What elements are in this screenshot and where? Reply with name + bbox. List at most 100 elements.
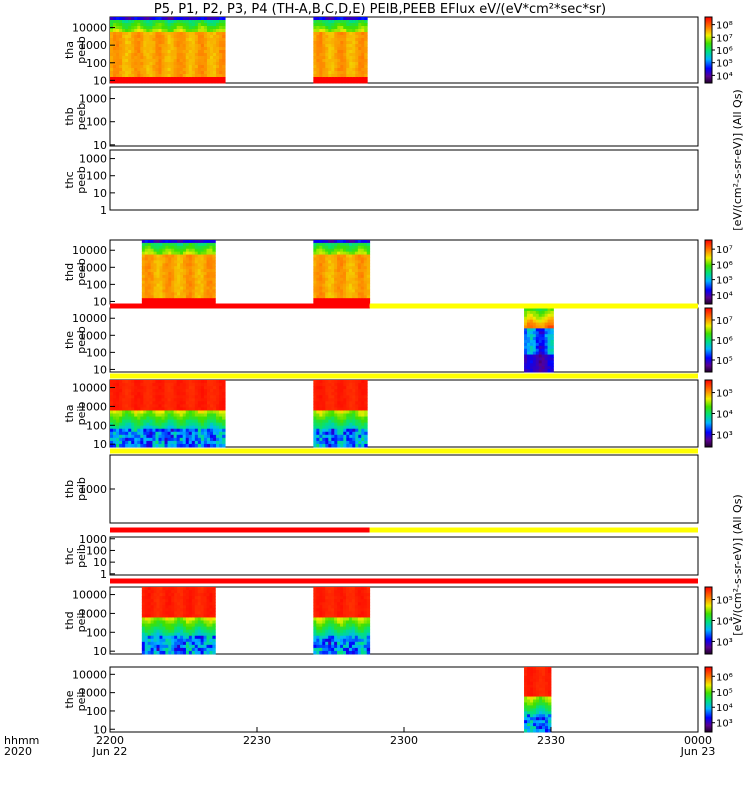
spectrogram-cell bbox=[328, 623, 332, 627]
spectrogram-cell bbox=[183, 257, 187, 261]
spectrogram-cell bbox=[194, 599, 199, 603]
spectrogram-cell bbox=[209, 260, 213, 264]
spectrogram-cell bbox=[191, 240, 196, 244]
spectrogram-cell bbox=[161, 434, 165, 439]
spectrogram-cell bbox=[337, 428, 341, 433]
spectrogram-cell bbox=[524, 717, 528, 721]
spectrogram-cell bbox=[340, 641, 344, 646]
spectrogram-cell bbox=[197, 280, 202, 285]
spectrogram-cell bbox=[197, 398, 202, 402]
spectrogram-cell bbox=[364, 383, 368, 387]
spectrogram-cell bbox=[113, 434, 117, 439]
spectrogram-cell bbox=[185, 68, 190, 72]
spectrogram-cell bbox=[209, 35, 214, 39]
spectrogram-cell bbox=[355, 65, 359, 69]
spectrogram-cell bbox=[158, 26, 162, 30]
spectrogram-cell bbox=[155, 29, 159, 33]
spectrogram-cell bbox=[343, 263, 347, 267]
spectrogram-cell bbox=[212, 301, 216, 305]
spectrogram-cell bbox=[541, 331, 546, 335]
spectrogram-cell bbox=[176, 440, 181, 445]
spectrogram-cell bbox=[337, 599, 341, 603]
spectrogram-cell bbox=[328, 596, 332, 600]
spectrogram-cell bbox=[331, 641, 335, 646]
spectrogram-cell bbox=[156, 623, 160, 627]
spectrogram-cell bbox=[343, 587, 347, 591]
spectrogram-cell bbox=[349, 47, 353, 51]
spectrogram-cell bbox=[360, 292, 365, 296]
spectrogram-cell bbox=[143, 383, 147, 387]
spectrogram-cell bbox=[173, 59, 178, 63]
spectrogram-cell bbox=[206, 404, 211, 408]
spectrogram-cell bbox=[340, 248, 344, 253]
spectrogram-cell bbox=[188, 419, 193, 424]
spectrogram-cell bbox=[352, 413, 356, 417]
spectrogram-cell bbox=[545, 717, 549, 721]
spectrogram-cell bbox=[550, 310, 554, 315]
spectrogram-cell bbox=[345, 245, 350, 250]
spectrogram-cell bbox=[348, 623, 353, 627]
spectrogram-cell bbox=[173, 440, 178, 445]
spectrogram-cell bbox=[147, 596, 152, 600]
spectrogram-cell bbox=[216, 65, 220, 69]
spectrogram-cell bbox=[340, 17, 344, 21]
spectrogram-cell bbox=[219, 17, 223, 21]
spectrogram-cell bbox=[222, 65, 226, 69]
spectrogram-cell bbox=[334, 383, 338, 387]
spectrogram-cell bbox=[547, 319, 551, 323]
spectrogram-cell bbox=[164, 434, 168, 439]
spectrogram-cell bbox=[144, 614, 149, 618]
spectrogram-cell bbox=[182, 59, 187, 63]
spectrogram-cell bbox=[213, 437, 217, 442]
spectrogram-cell bbox=[144, 626, 149, 631]
spectrogram-cell bbox=[346, 56, 350, 60]
spectrogram-cell bbox=[213, 74, 217, 78]
spectrogram-cell bbox=[319, 274, 323, 279]
spectrogram-cell bbox=[548, 684, 552, 689]
spectrogram-cell bbox=[539, 726, 543, 730]
spectrogram-cell bbox=[547, 322, 551, 326]
spectrogram-cell bbox=[150, 242, 155, 247]
spectrogram-cell bbox=[194, 269, 199, 273]
spectrogram-cell bbox=[542, 717, 546, 721]
spectrogram-cell bbox=[113, 71, 117, 75]
spectrogram-cell bbox=[357, 277, 362, 282]
spectrogram-cell bbox=[170, 401, 175, 405]
spectrogram-cell bbox=[203, 53, 208, 57]
spectrogram-cell bbox=[340, 23, 344, 27]
spectrogram-cell bbox=[316, 292, 320, 296]
spectrogram-cell bbox=[147, 620, 152, 624]
spectrogram-cell bbox=[364, 434, 368, 439]
spectrogram-cell bbox=[334, 626, 338, 631]
spectrogram-cell bbox=[194, 266, 199, 270]
spectrogram-cell bbox=[173, 56, 178, 60]
spectrogram-cell bbox=[334, 623, 338, 627]
spectrogram-cell bbox=[155, 380, 159, 384]
spectrogram-cell bbox=[219, 437, 223, 442]
spectrogram-cell bbox=[355, 440, 359, 445]
spectrogram-cell bbox=[125, 404, 129, 408]
spectrogram-cell bbox=[143, 434, 147, 439]
spectrogram-cell bbox=[345, 295, 350, 299]
spectrogram-cell bbox=[313, 23, 317, 27]
spectrogram-cell bbox=[162, 295, 166, 299]
spectrogram-cell bbox=[134, 71, 138, 75]
spectrogram-cell bbox=[174, 295, 178, 299]
spectrogram-cell bbox=[167, 41, 172, 45]
spectrogram-cell bbox=[538, 348, 543, 353]
spectrogram-cell bbox=[209, 301, 213, 305]
spectrogram-cell bbox=[331, 647, 335, 652]
spectrogram-cell bbox=[209, 389, 214, 393]
spectrogram-cell bbox=[316, 47, 320, 51]
spectrogram-cell bbox=[144, 587, 149, 591]
spectrogram-cell bbox=[168, 248, 172, 253]
spectrogram-cell bbox=[325, 425, 329, 430]
spectrogram-cell bbox=[351, 295, 356, 299]
spectrogram-cell bbox=[176, 47, 181, 51]
spectrogram-cell bbox=[164, 410, 168, 414]
spectrogram-cell bbox=[143, 26, 147, 30]
spectrogram-cell bbox=[348, 608, 353, 612]
spectrogram-cell bbox=[110, 425, 114, 430]
spectrogram-cell bbox=[354, 632, 359, 637]
spectrogram-cell bbox=[153, 248, 157, 253]
